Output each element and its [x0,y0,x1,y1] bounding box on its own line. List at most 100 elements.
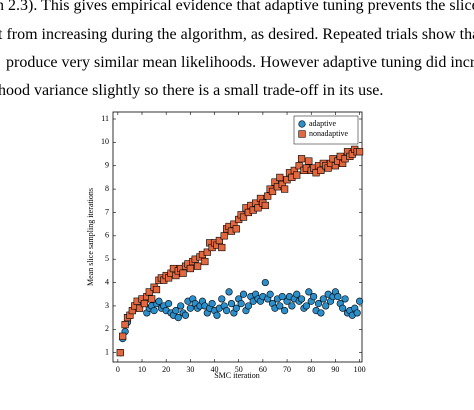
data-point [281,306,289,315]
data-point [353,309,361,317]
data-point [150,306,158,315]
data-point [305,288,313,296]
data-point [174,314,182,322]
x-tick-label: 90 [331,365,339,374]
data-point [341,295,349,303]
y-tick-label: 6 [105,231,109,240]
data-point [148,295,156,303]
y-tick-label: 11 [101,114,109,123]
plot-frame [112,111,363,363]
data-point [213,311,221,319]
y-tick-label: 9 [105,161,109,170]
data-point [232,304,240,312]
data-point [218,295,226,303]
data-point [334,292,342,301]
data-point [288,302,296,310]
data-point [172,306,180,315]
data-point [254,204,262,212]
data-point [225,288,233,296]
data-point [339,304,347,312]
y-tick-label: 5 [105,254,109,263]
data-point [276,302,284,310]
data-point [244,302,252,310]
data-point [239,213,248,221]
x-tick-label: 30 [186,365,194,374]
x-tick-label: 20 [162,365,170,374]
x-tick-label: 80 [307,365,315,374]
y-tick-label: 8 [105,184,109,193]
data-point [305,157,313,165]
data-point [232,225,240,233]
legend-marker [298,120,306,128]
text-line: hood variance slightly so there is a sma… [0,82,383,99]
data-point [220,232,228,240]
x-tick-label: 100 [354,365,366,374]
y-tick-label: 7 [105,207,109,216]
data-point [293,290,301,298]
x-tick-label: 70 [283,365,291,374]
data-point [302,302,310,310]
data-point [218,243,226,252]
data-point [201,257,209,266]
y-tick-label: 2 [105,324,109,333]
data-point [261,201,269,210]
data-point [297,155,306,163]
data-point [203,248,211,256]
x-tick-label: 50 [235,365,243,374]
data-point [152,285,161,294]
data-point [186,264,194,273]
data-point [278,292,286,301]
data-point [239,290,248,298]
data-point [140,299,149,308]
x-tick-label: 60 [259,365,267,374]
data-point [215,236,223,245]
data-point [145,288,153,296]
data-point [314,299,323,308]
x-axis-label: SMC iteration [214,371,260,380]
data-point [237,299,245,308]
legend-marker [298,130,306,138]
y-tick-label: 1 [105,347,109,356]
data-point [319,295,327,303]
data-point [266,290,274,298]
y-tick-label: 10 [101,137,109,146]
data-point [116,349,124,357]
x-tick-label: 40 [211,365,219,374]
data-point [179,269,187,277]
data-point [297,295,306,303]
data-point [227,299,236,308]
data-point [186,304,194,312]
x-tick-label: 10 [138,365,146,374]
data-point [276,173,284,182]
y-axis-label: Mean slice sampling iterations [86,188,95,286]
y-tick-label: 4 [105,277,109,286]
legend-box [293,115,359,145]
data-point [295,162,303,170]
data-point [268,187,277,196]
data-point [293,171,301,179]
data-point [261,278,269,287]
data-point [177,302,185,310]
text-line: produce very similar mean likelihoods. H… [6,54,474,71]
x-tick-label: 0 [116,365,120,374]
data-point [165,299,173,308]
data-point [194,262,202,270]
data-point [310,292,318,301]
data-point [135,304,144,312]
legend-label: adaptive [309,119,337,128]
data-point [181,311,190,319]
data-point [119,332,127,340]
text-line: t from increasing during the algorithm, … [0,26,474,43]
text-line: n 2.3). This gives empirical evidence th… [0,0,474,14]
data-point [281,185,289,193]
data-point [223,306,231,315]
data-point [317,309,325,317]
data-point [208,299,216,308]
data-point [121,321,129,329]
data-point [355,148,364,156]
data-point [355,297,364,305]
data-point [317,166,325,175]
data-point [264,192,272,200]
y-tick-label: 3 [105,301,109,310]
